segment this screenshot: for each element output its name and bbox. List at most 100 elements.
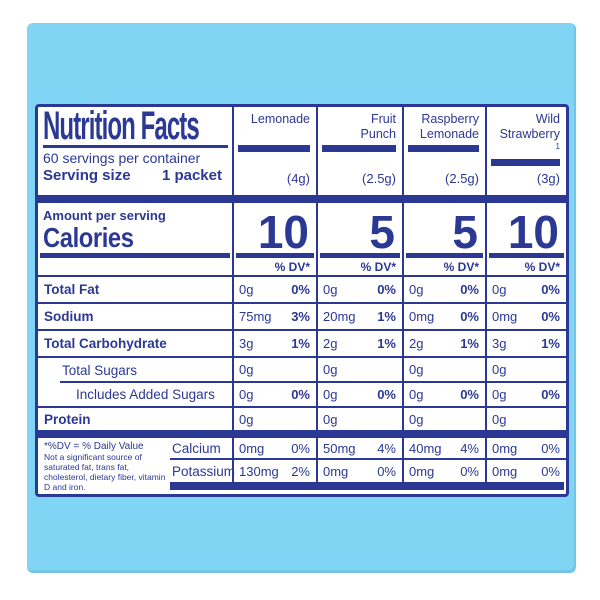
nutrient-amount: 0mg xyxy=(409,309,435,324)
nutrient-amount: 0g xyxy=(492,282,507,297)
mineral-amount: 0mg xyxy=(239,440,265,456)
footnote: *%DV = % Daily Value Not a significant s… xyxy=(38,438,170,494)
flavor-name: Lemonade xyxy=(250,112,310,126)
nutrient-row-protein: Protein 0g 0g 0g 0g xyxy=(38,408,566,430)
nutrient-amount: 3g xyxy=(492,336,507,351)
nutrient-dv: 1% xyxy=(377,336,396,351)
nutrient-dv: 0% xyxy=(460,309,479,324)
serving-size-value: 1 packet xyxy=(161,167,222,185)
nutrition-facts-title: Nutrition Facts xyxy=(43,104,200,148)
mineral-dv: 0% xyxy=(541,463,560,479)
bar xyxy=(320,253,400,258)
nutrient-amount: 20mg xyxy=(323,309,356,324)
serving-weight: (2.5g) xyxy=(362,171,396,186)
nutrient-row-total-fat: Total Fat 0g 0% 0g 0% 0g 0% 0g 0% xyxy=(38,277,566,304)
nutrient-label: Includes Added Sugars xyxy=(38,383,232,408)
bottom-bar xyxy=(170,482,564,490)
bar xyxy=(489,253,564,258)
nutrient-dv: 0% xyxy=(460,387,479,402)
mineral-label: Calcium xyxy=(170,438,232,460)
serving-size-label: Serving size xyxy=(43,167,131,185)
mineral-row-calcium: Calcium 0mg 0% 50mg 4% 40mg 4% 0mg 0% xyxy=(170,438,566,460)
flavor-header-wild-strawberry: Wild Strawberry 1 (3g) xyxy=(485,107,566,195)
nutrient-dv: 1% xyxy=(460,336,479,351)
packet-background: Nutrition Facts 60 servings per containe… xyxy=(27,23,576,573)
calories-value: 5 xyxy=(402,203,485,255)
flavor-divider-bar xyxy=(408,145,479,152)
header-row: Nutrition Facts 60 servings per containe… xyxy=(38,104,566,195)
minerals-table: Calcium 0mg 0% 50mg 4% 40mg 4% 0mg 0% Potass… xyxy=(170,438,566,494)
nutrient-dv: 1% xyxy=(377,309,396,324)
nutrient-label: Total Fat xyxy=(38,277,232,304)
nutrient-dv: 0% xyxy=(291,282,310,297)
calories-label-cell: Amount per serving Calories xyxy=(38,203,232,253)
nutrient-amount: 0g xyxy=(323,282,338,297)
nutrient-dv: 0% xyxy=(460,282,479,297)
nutrient-amount: 0g xyxy=(239,411,254,427)
dv-header: % DV* xyxy=(402,258,485,277)
mineral-label: Potassium xyxy=(172,463,236,479)
nutrient-amount: 0g xyxy=(409,387,424,402)
calories-row: Amount per serving Calories 10 5 5 10 xyxy=(38,203,566,255)
bar xyxy=(40,253,230,258)
flavor-header-raspberry-lemonade: Raspberry Lemonade (2.5g) xyxy=(402,107,485,195)
mineral-row-potassium: Potassium 130mg 2% 0mg 0% 0mg 0% 0mg 0% xyxy=(170,460,566,482)
nutrient-dv: 0% xyxy=(377,387,396,402)
flavor-divider-bar xyxy=(322,145,396,152)
dv-header-spacer xyxy=(38,258,232,277)
nutrient-row-sodium: Sodium 75mg 3% 20mg 1% 0mg 0% 0mg 0% xyxy=(38,304,566,331)
nutrient-dv: 1% xyxy=(291,336,310,351)
nutrient-label: Protein xyxy=(44,411,91,427)
mineral-dv: 0% xyxy=(377,463,396,479)
amount-per-serving-label: Amount per serving xyxy=(43,208,166,223)
section-divider-bar xyxy=(38,195,566,203)
mineral-amount: 0mg xyxy=(492,440,518,456)
section-divider-bar xyxy=(38,430,566,438)
calories-underline-row xyxy=(38,253,566,258)
serving-weight: (2.5g) xyxy=(445,171,479,186)
flavor-divider-bar xyxy=(238,145,310,152)
nutrient-amount: 0g xyxy=(239,362,254,377)
mineral-dv: 0% xyxy=(291,440,310,456)
mineral-amount: 0mg xyxy=(492,463,518,479)
nutrient-row-total-sugars: Total Sugars 0g 0g 0g 0g xyxy=(38,358,566,383)
flavor-divider-bar xyxy=(491,159,560,167)
mineral-dv: 4% xyxy=(377,440,396,456)
nutrient-dv: 0% xyxy=(541,309,560,324)
mineral-amount: 130mg xyxy=(239,463,279,479)
footer-section: *%DV = % Daily Value Not a significant s… xyxy=(38,438,566,494)
serving-weight: (3g) xyxy=(536,171,560,186)
nutrient-row-added-sugars: Includes Added Sugars 0g 0% 0g 0% 0g 0% 0g 0… xyxy=(38,383,566,408)
dv-header: % DV* xyxy=(316,258,402,277)
nutrient-amount: 0g xyxy=(323,411,338,427)
nutrient-dv: 0% xyxy=(541,282,560,297)
nutrient-amount: 0g xyxy=(492,387,507,402)
nutrient-dv: 0% xyxy=(377,282,396,297)
nutrient-amount: 0g xyxy=(409,411,424,427)
flavor-header-fruit-punch: Fruit Punch (2.5g) xyxy=(316,107,402,195)
mineral-dv: 4% xyxy=(460,440,479,456)
nutrient-amount: 75mg xyxy=(239,309,272,324)
dv-definition: *%DV = % Daily Value xyxy=(44,441,144,452)
nutrient-dv: 1% xyxy=(541,336,560,351)
dv-header: % DV* xyxy=(232,258,316,277)
nutrient-amount: 0mg xyxy=(492,309,518,324)
mineral-amount: 40mg xyxy=(409,440,442,456)
mineral-amount: 0mg xyxy=(409,463,435,479)
serving-weight: (4g) xyxy=(286,171,310,186)
flavor-name: Raspberry Lemonade xyxy=(419,112,479,141)
nutrient-row-total-carbohydrate: Total Carbohydrate 3g 1% 2g 1% 2g 1% 3g 1% xyxy=(38,331,566,358)
flavor-header-lemonade: Lemonade (4g) xyxy=(232,107,316,195)
bar xyxy=(406,253,483,258)
nutrient-amount: 3g xyxy=(239,336,254,351)
nutrient-dv: 3% xyxy=(291,309,310,324)
dv-header-row: % DV* % DV* % DV* % DV* xyxy=(38,258,566,277)
nutrient-dv: 0% xyxy=(541,387,560,402)
nutrient-amount: 2g xyxy=(409,336,424,351)
nutrient-amount: 0g xyxy=(323,362,338,377)
calories-value: 10 xyxy=(485,203,566,255)
nutrient-label: Total Sugars xyxy=(38,358,232,383)
mineral-dv: 2% xyxy=(291,463,310,479)
header-label-cell: Nutrition Facts 60 servings per containe… xyxy=(38,104,232,195)
